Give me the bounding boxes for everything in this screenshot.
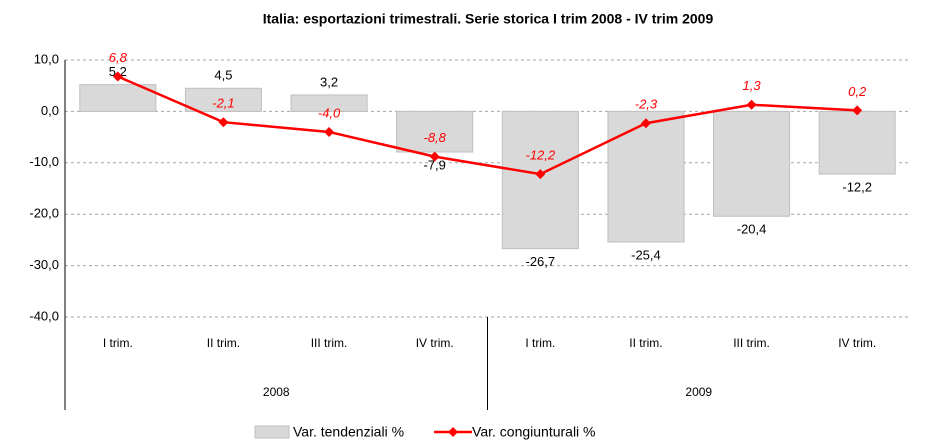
bar-value-label: -25,4	[631, 247, 661, 262]
line-marker	[324, 126, 335, 137]
x-tick-label: I trim.	[103, 336, 133, 350]
line-value-label: 1,3	[743, 78, 762, 93]
x-tick-label: II trim.	[629, 336, 662, 350]
line-marker	[112, 71, 123, 82]
legend-swatch	[254, 425, 290, 439]
x-tick-label: II trim.	[207, 336, 240, 350]
x-tick-label: I trim.	[525, 336, 555, 350]
y-tick-label: -40,0	[29, 308, 59, 323]
x-tick-label: III trim.	[733, 336, 770, 350]
bar-value-label: -20,4	[737, 222, 767, 237]
y-tick-label: 0,0	[41, 103, 59, 118]
group-label: 2008	[263, 385, 290, 399]
chart-title: Italia: esportazioni trimestrali. Serie …	[263, 11, 714, 27]
line-value-label: -4,0	[318, 105, 341, 120]
bar	[290, 94, 368, 112]
legend-label: Var. congiunturali %	[472, 424, 595, 440]
bar-value-label: -7,9	[423, 157, 445, 172]
line-value-label: -8,8	[423, 130, 446, 145]
line-marker	[218, 117, 229, 128]
line-marker	[640, 118, 651, 129]
bar	[607, 110, 685, 243]
bar-value-label: -12,2	[842, 180, 872, 195]
group-label: 2009	[685, 385, 712, 399]
line-value-label: -12,2	[525, 148, 555, 163]
y-tick-label: -10,0	[29, 154, 59, 169]
bar	[184, 87, 262, 112]
legend-marker	[448, 427, 459, 437]
bar	[79, 84, 157, 112]
bar	[818, 110, 896, 175]
x-tick-label: IV trim.	[416, 336, 454, 350]
line-marker	[746, 99, 757, 110]
bar-value-label: -26,7	[525, 254, 555, 269]
line-marker	[535, 169, 546, 180]
x-tick-label: IV trim.	[838, 336, 876, 350]
y-tick-label: -30,0	[29, 257, 59, 272]
line-marker	[852, 105, 863, 116]
x-tick-label: III trim.	[311, 336, 348, 350]
line-value-label: -2,3	[635, 97, 658, 112]
line-marker	[429, 151, 440, 162]
bar	[396, 110, 474, 153]
y-tick-label: 10,0	[34, 51, 59, 66]
line-value-label: 0,2	[848, 84, 867, 99]
bar-value-label: 4,5	[214, 68, 232, 83]
line-value-label: 6,8	[109, 50, 128, 65]
bar	[501, 110, 579, 250]
line	[117, 75, 858, 176]
bar-value-label: 3,2	[320, 74, 338, 89]
y-tick-label: -20,0	[29, 206, 59, 221]
line-value-label: -2,1	[212, 96, 234, 111]
bar	[713, 110, 791, 217]
legend-label: Var. tendenziali %	[293, 424, 404, 440]
